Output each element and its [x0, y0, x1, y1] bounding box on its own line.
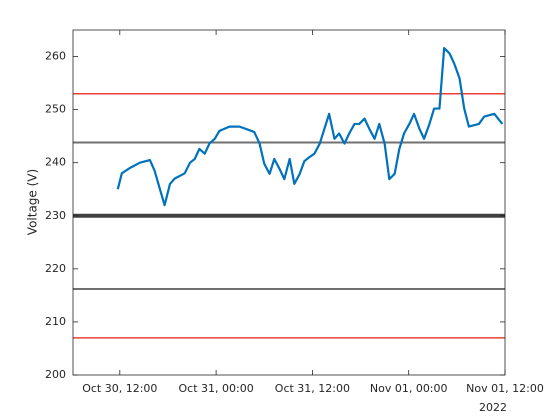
x-tick-label: Oct 31, 00:00	[178, 382, 253, 395]
x-tick-label: Nov 01, 12:00	[466, 382, 544, 395]
y-tick-label: 250	[45, 103, 66, 116]
y-tick-label: 200	[45, 368, 66, 381]
axes-box	[72, 29, 506, 376]
y-tick-label: 210	[45, 315, 66, 328]
x-tick-label: Oct 31, 12:00	[275, 382, 350, 395]
y-tick-label: 240	[45, 156, 66, 169]
y-axis-label: Voltage (V)	[26, 169, 40, 235]
y-tick-label: 220	[45, 262, 66, 275]
x-tick-label: Oct 30, 12:00	[82, 382, 157, 395]
voltage-line	[116, 46, 504, 207]
x-tick-label: Nov 01, 00:00	[370, 382, 448, 395]
plot-area	[73, 30, 505, 375]
y-tick-label: 260	[45, 50, 66, 63]
x-secondary-label: 2022	[479, 401, 507, 414]
y-tick-label: 230	[45, 209, 66, 222]
